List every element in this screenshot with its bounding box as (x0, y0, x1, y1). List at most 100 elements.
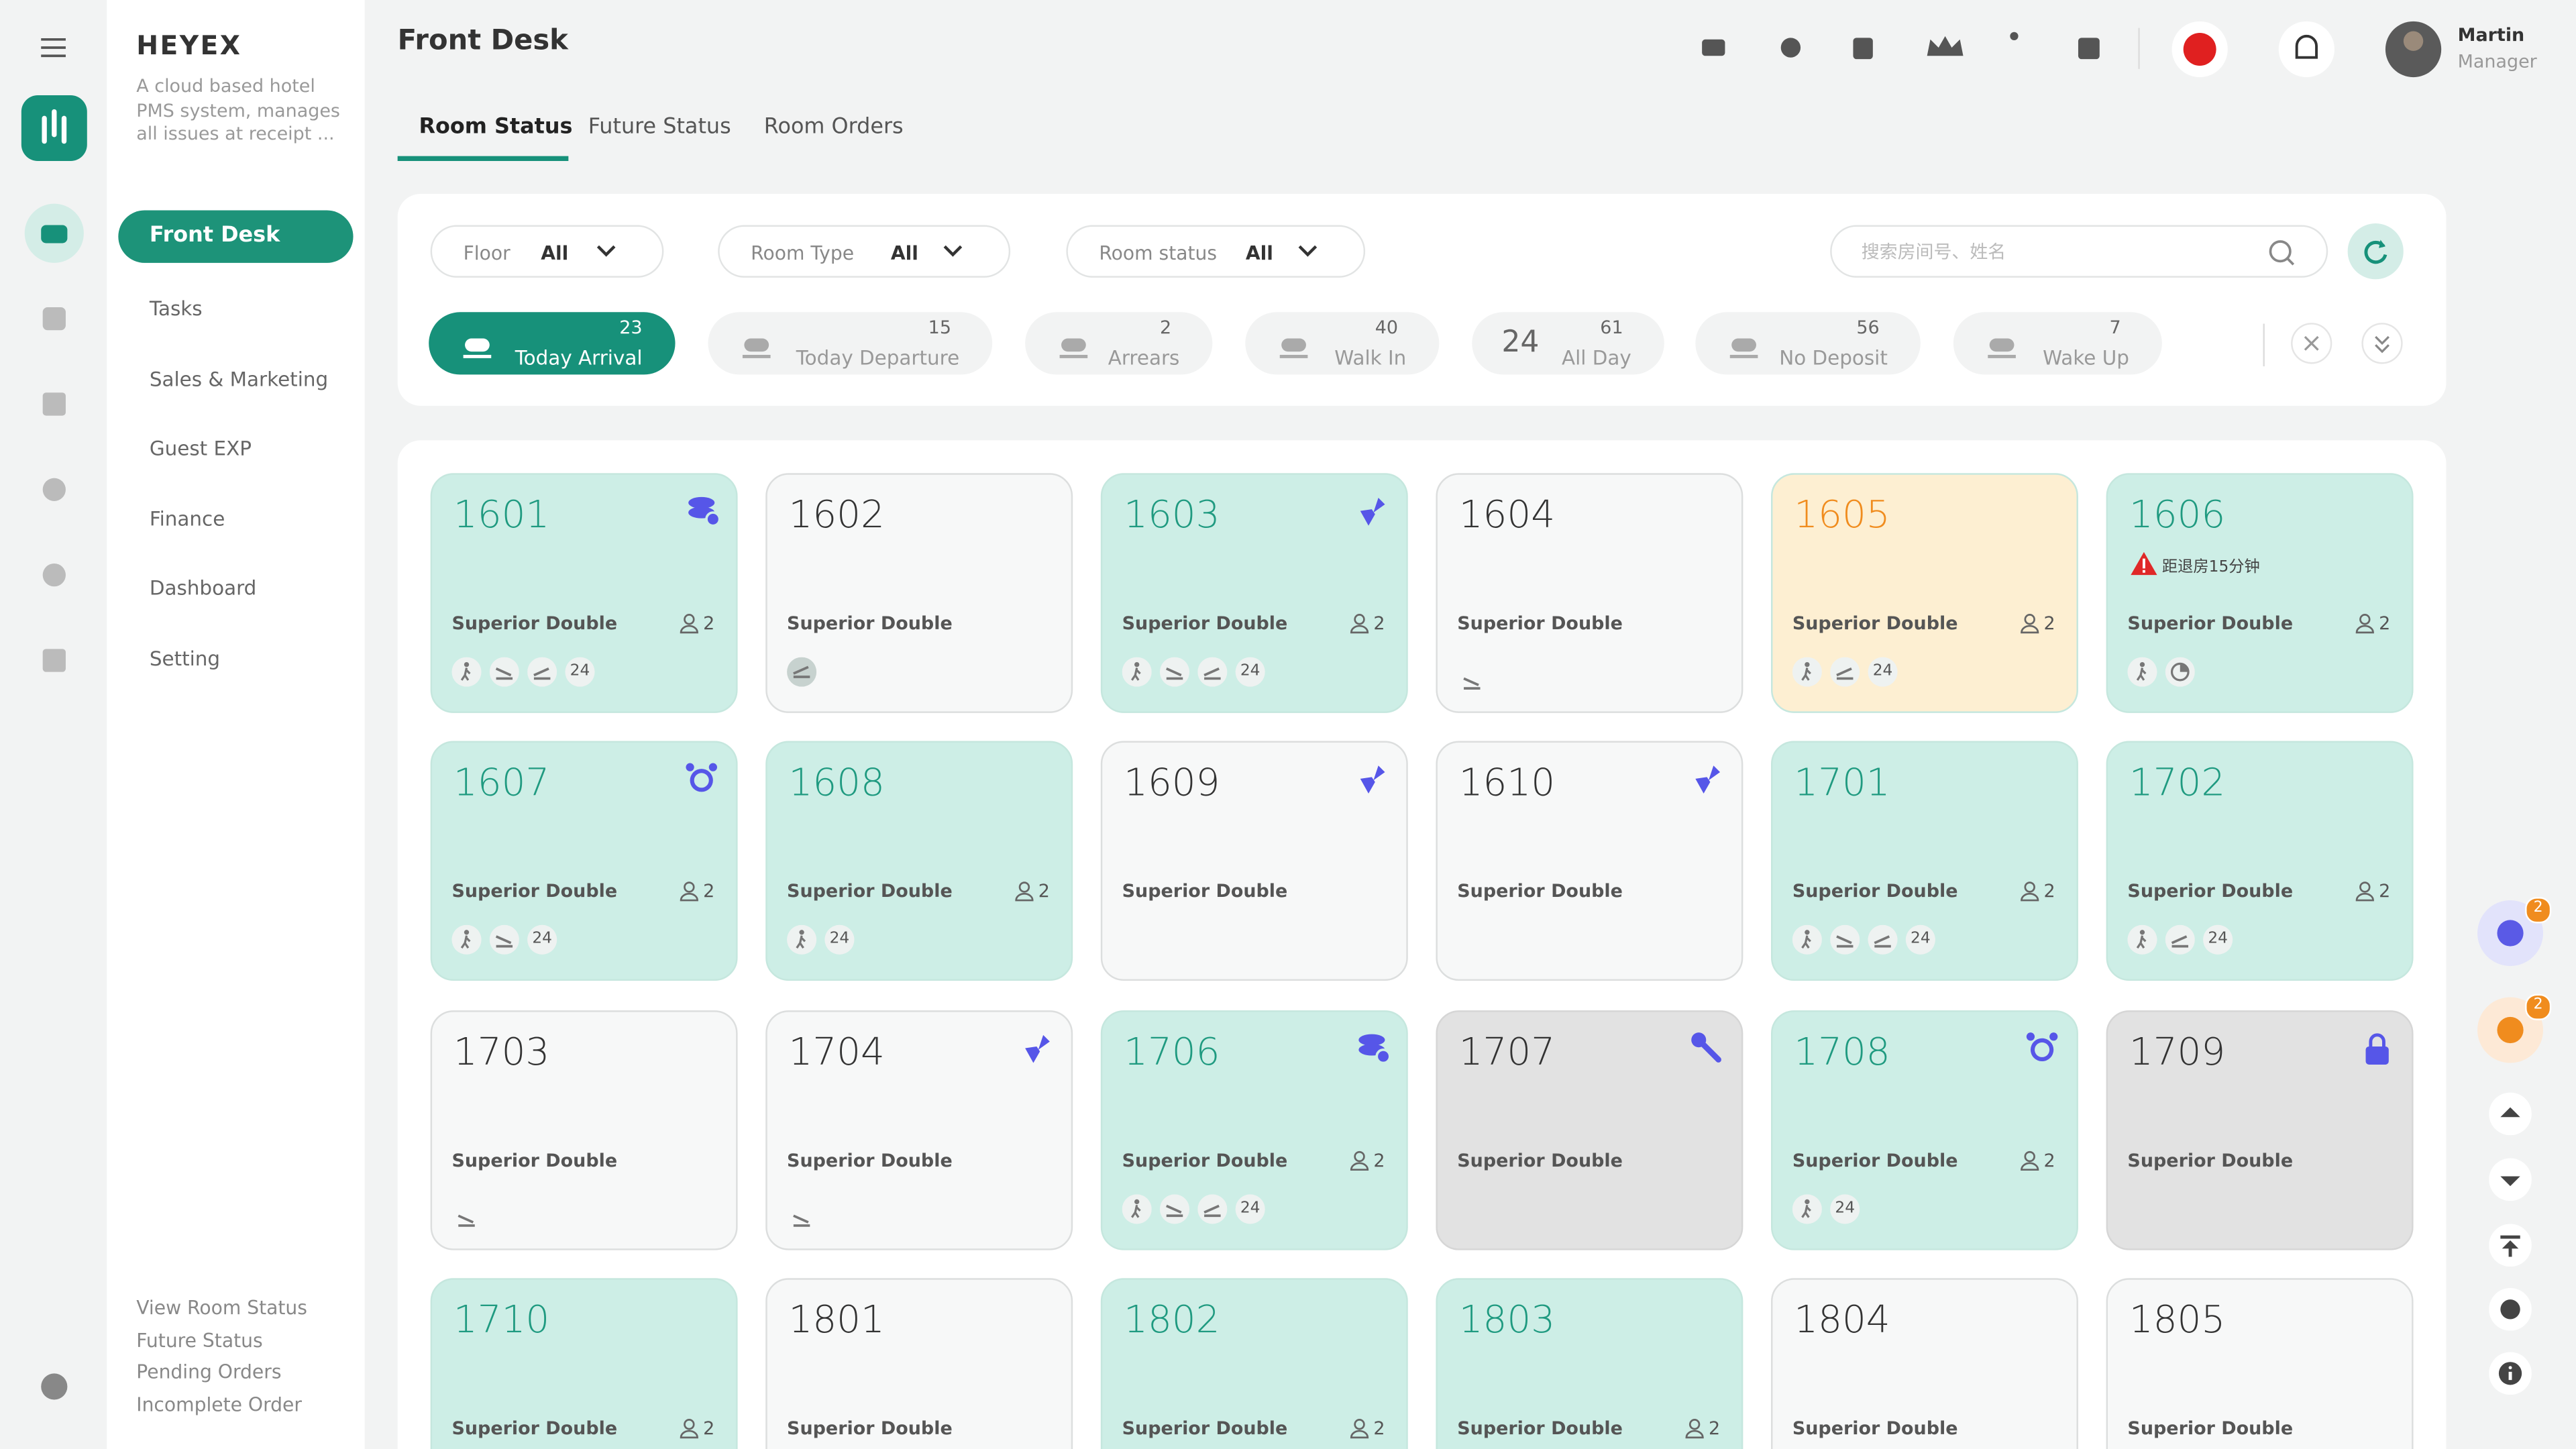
room-number: 1603 (1124, 494, 1220, 537)
quick-filter[interactable]: 7 Wake Up (1953, 312, 2162, 375)
refresh-button[interactable] (2347, 223, 2404, 280)
room-type: Superior Double (1457, 1149, 1623, 1171)
filter-dropdown[interactable]: Room Type All (718, 225, 1011, 278)
status-icon (1695, 765, 1721, 794)
filter-dropdown[interactable]: Room status All (1066, 225, 1366, 278)
quick-link[interactable]: Incomplete Order (136, 1393, 302, 1417)
header-icon[interactable] (1853, 38, 1873, 60)
header-icon[interactable] (1702, 39, 1725, 56)
room-tag: 24 (1235, 1193, 1265, 1224)
scroll-button[interactable] (2489, 1092, 2532, 1136)
scroll-button[interactable] (2489, 1352, 2532, 1395)
menu-item[interactable]: Tasks (149, 297, 203, 321)
rail-icon[interactable] (42, 564, 66, 587)
settings-icon[interactable] (41, 1373, 68, 1400)
scroll-button[interactable] (2489, 1158, 2532, 1201)
icon-rail (21, 38, 87, 1400)
room-card[interactable]: 1702 Superior Double 2 24 (2106, 741, 2414, 981)
scroll-button[interactable] (2489, 1224, 2532, 1267)
room-card[interactable]: 1602 Superior Double (765, 473, 1073, 713)
quick-filter[interactable]: 23 Today Arrival (429, 312, 676, 375)
header-icon[interactable] (1780, 38, 1801, 58)
quick-filter[interactable]: 61 All Day 24 (1472, 312, 1664, 375)
filter-dropdown[interactable]: Floor All (430, 225, 664, 278)
rail-icon[interactable] (42, 392, 66, 416)
quick-filter-count: 40 (1375, 317, 1399, 339)
quick-filter[interactable]: 56 No Deposit (1695, 312, 1921, 375)
menu-item-active[interactable]: Front Desk (118, 210, 354, 263)
room-card[interactable]: 1805 Superior Double (2106, 1278, 2414, 1449)
room-card[interactable]: 1609 Superior Double (1100, 741, 1408, 981)
tab[interactable]: Room Status (419, 115, 573, 140)
room-card[interactable]: 1607 Superior Double 2 24 (430, 741, 738, 981)
room-card[interactable]: 1604 Superior Double (1436, 473, 1743, 713)
quick-filter[interactable]: 40 Walk In (1245, 312, 1440, 375)
room-guests: 2 (1708, 1417, 1721, 1440)
room-number: 1803 (1458, 1299, 1556, 1342)
room-tag (1197, 657, 1228, 687)
room-card[interactable]: 1605 Superior Double 2 24 (1771, 473, 2078, 713)
chevron (943, 245, 963, 257)
rail-icon[interactable] (42, 478, 66, 501)
header-icon[interactable] (1927, 36, 1964, 56)
quick-link[interactable]: Future Status (136, 1328, 263, 1352)
room-tag (2127, 657, 2157, 687)
room-card[interactable]: 1803 Superior Double 2 (1436, 1278, 1743, 1449)
quick-link[interactable]: View Room Status (136, 1296, 307, 1320)
language-flag[interactable] (2183, 32, 2216, 66)
menu-item[interactable]: Dashboard (149, 576, 257, 600)
quick-filter[interactable]: 2 Arrears (1025, 312, 1213, 375)
header-icon[interactable] (2078, 38, 2100, 60)
room-type: Superior Double (1792, 1417, 1958, 1440)
room-card[interactable]: 1601 Superior Double 2 24 (430, 473, 738, 713)
room-card[interactable]: 1802 Superior Double 2 (1100, 1278, 1408, 1449)
tab[interactable]: Room Orders (763, 115, 904, 140)
status-icon (1691, 1032, 1721, 1062)
room-card[interactable]: 1801 Superior Double (765, 1278, 1073, 1449)
scroll-button[interactable] (2489, 1288, 2532, 1331)
room-card[interactable]: 1708 Superior Double 2 24 (1771, 1010, 2078, 1250)
room-card[interactable]: 1704 Superior Double (765, 1010, 1073, 1250)
room-guests: 2 (2379, 612, 2391, 635)
room-guests: 2 (2043, 1149, 2055, 1171)
tab[interactable]: Future Status (588, 115, 731, 140)
rail-icon[interactable] (42, 649, 66, 672)
room-type: Superior Double (787, 881, 953, 903)
header-icon[interactable] (2010, 32, 2019, 41)
room-card[interactable]: 1709 Superior Double (2106, 1010, 2414, 1250)
notifications[interactable] (2295, 34, 2318, 59)
room-card[interactable]: 1701 Superior Double 2 24 (1771, 741, 2078, 981)
room-card[interactable]: 1608 Superior Double 2 24 (765, 741, 1073, 981)
room-card[interactable]: 1606 Superior Double 2 距退房15分钟 (2106, 473, 2414, 713)
room-card[interactable]: 1804 Superior Double (1771, 1278, 2078, 1449)
room-badge: 24 (532, 930, 552, 949)
room-number: 1804 (1794, 1299, 1890, 1342)
room-number: 1709 (2129, 1030, 2226, 1074)
quick-filter[interactable]: 15 Today Departure (708, 312, 993, 375)
menu-item[interactable]: Sales & Marketing (149, 368, 329, 391)
quick-filter-icon (463, 338, 492, 358)
room-card[interactable]: 1703 Superior Double (430, 1010, 738, 1250)
menu-item[interactable]: Guest EXP (149, 437, 252, 460)
room-type: Superior Double (1457, 1417, 1623, 1440)
room-type: Superior Double (787, 1417, 953, 1440)
room-card[interactable]: 1610 Superior Double (1436, 741, 1743, 981)
search-box[interactable]: 搜索房间号、姓名 (1830, 225, 2328, 278)
room-number: 1802 (1124, 1299, 1220, 1342)
hamburger[interactable] (41, 38, 66, 58)
quick-link[interactable]: Pending Orders (136, 1360, 282, 1384)
room-card[interactable]: 1707 Superior Double (1436, 1010, 1743, 1250)
room-tag (1830, 657, 1860, 687)
room-type: Superior Double (1122, 612, 1288, 635)
menu-item[interactable]: Finance (149, 507, 225, 531)
menu-label: Front Desk (149, 223, 280, 248)
room-card[interactable]: 1603 Superior Double 2 24 (1100, 473, 1408, 713)
room-card[interactable]: 1710 Superior Double 2 (430, 1278, 738, 1449)
rail-icon[interactable] (42, 307, 66, 331)
status-icon (2365, 1032, 2389, 1064)
room-tag (489, 925, 519, 955)
quick-filter-count: 2 (1159, 317, 1172, 339)
menu-item[interactable]: Setting (149, 647, 221, 671)
room-card[interactable]: 1706 Superior Double 2 24 (1100, 1010, 1408, 1250)
